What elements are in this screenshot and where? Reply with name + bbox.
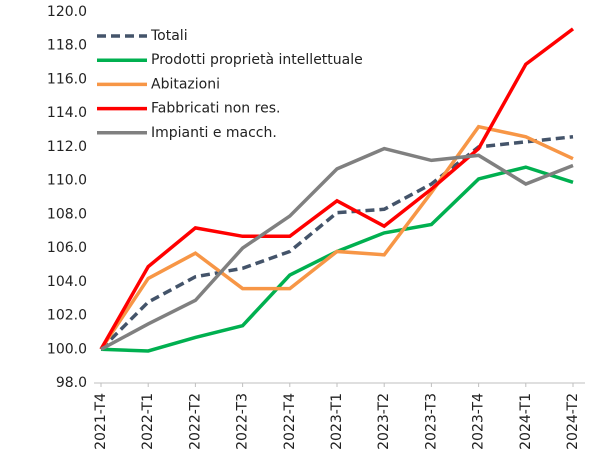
x-tick-label: 2022-T2 [187,393,203,450]
y-tick-label: 108.0 [47,206,87,222]
y-tick-label: 116.0 [47,71,87,87]
series-line [99,124,574,351]
y-tick-label: 114.0 [47,105,87,121]
legend-label: Prodotti proprietà intellettuale [151,52,363,68]
y-tick-label: 100.0 [47,341,87,357]
legend-label: Totali [150,28,188,44]
legend-label: Fabbricati non res. [151,101,280,117]
x-tick-label: 2022-T1 [140,393,156,450]
series-line [99,27,575,351]
legend-label: Abitazioni [151,76,220,92]
y-tick-label: 104.0 [47,274,87,290]
series-line [99,135,574,351]
y-tick-label: 112.0 [47,139,87,155]
x-tick-label: 2023-T2 [376,393,392,450]
y-tick-label: 98.0 [56,375,87,391]
y-tick-label: 110.0 [47,173,87,189]
y-tick-label: 102.0 [47,308,87,324]
series-line [100,146,574,351]
y-tick-label: 118.0 [47,38,87,54]
x-tick-label: 2024-T2 [565,393,581,450]
y-tick-label: 106.0 [47,240,87,256]
y-tick-label: 120.0 [47,4,87,20]
legend-label: Impianti e macch. [151,125,277,141]
x-tick-label: 2023-T3 [423,393,439,450]
x-tick-label: 2021-T4 [93,393,109,450]
x-tick-label: 2023-T1 [329,393,345,450]
x-tick-label: 2022-T3 [235,393,251,450]
x-tick-label: 2022-T4 [282,393,298,450]
x-tick-label: 2023-T4 [471,393,487,450]
x-tick-label: 2024-T1 [518,393,534,450]
series-line [100,165,574,353]
